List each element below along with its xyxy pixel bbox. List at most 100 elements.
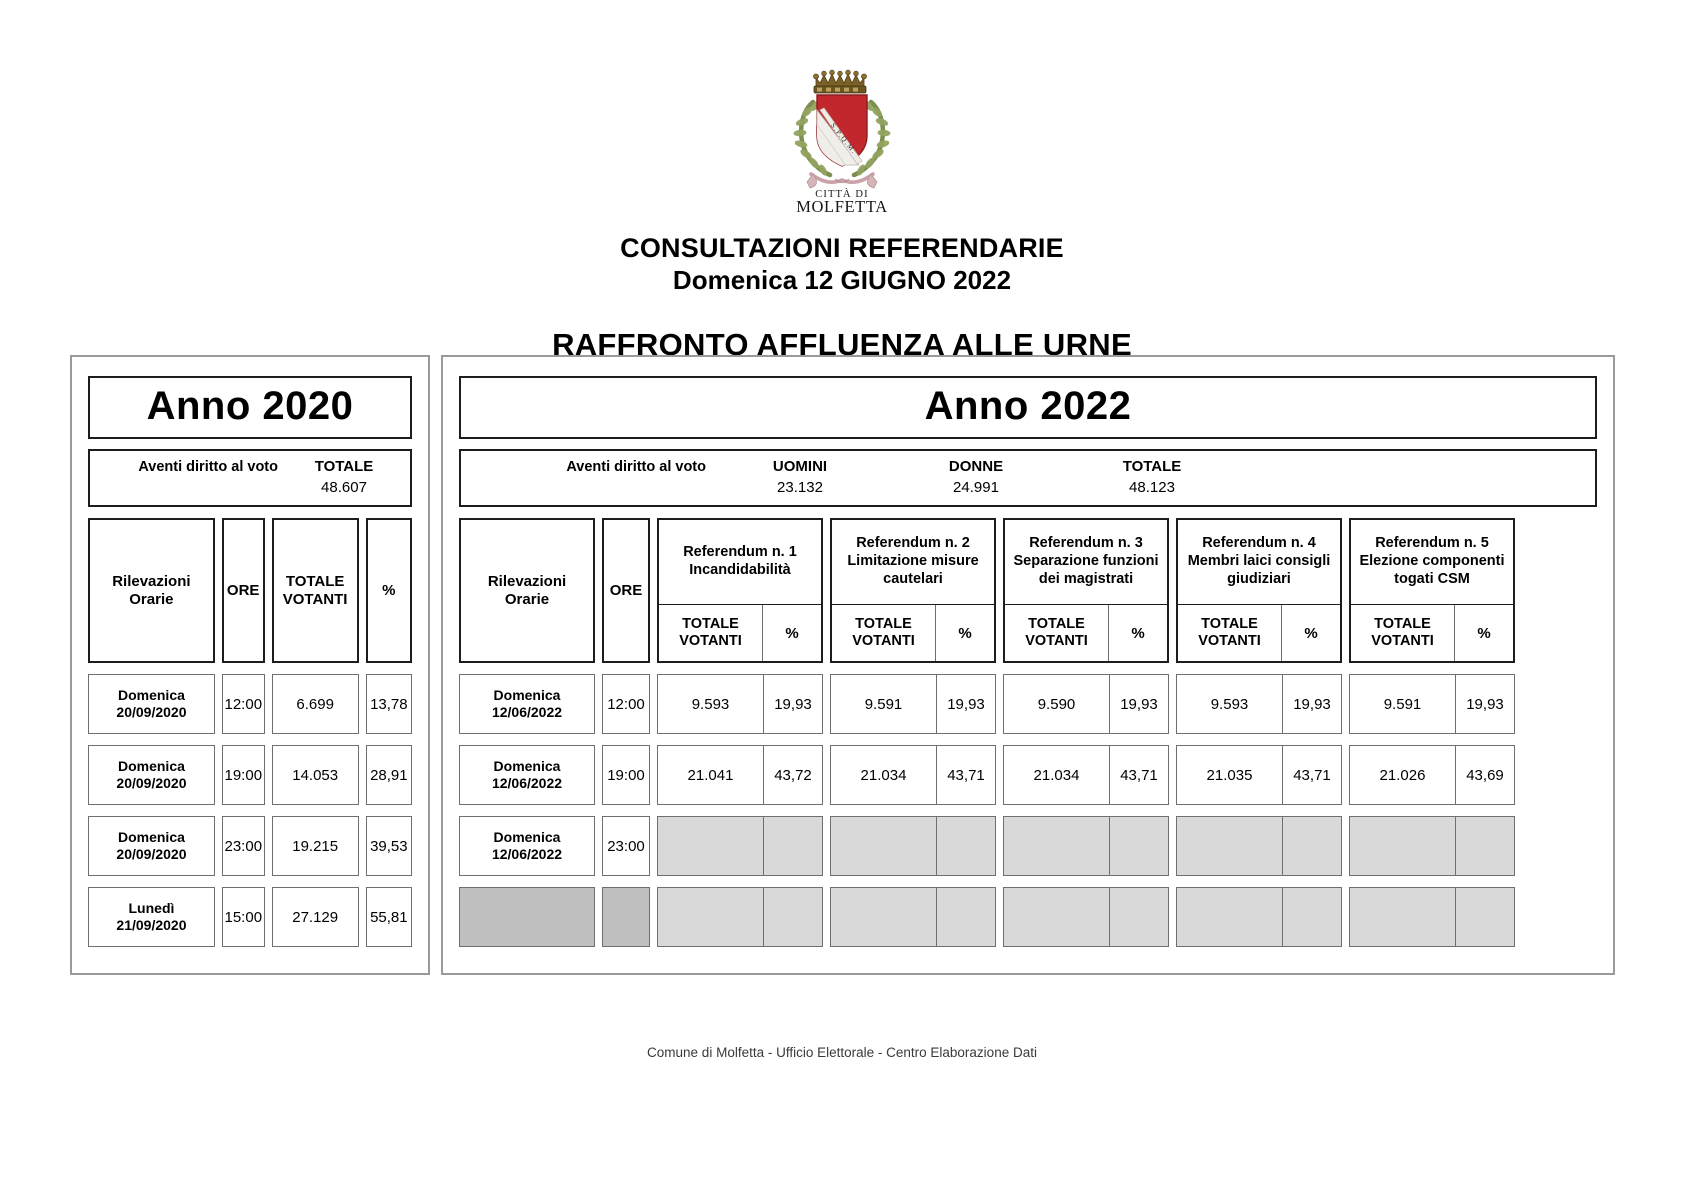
row-date-cell: Domenica 12/06/2022: [459, 674, 595, 734]
header-referendum-2-sub: TOTALE VOTANTI %: [832, 604, 994, 661]
row-referendum-3-cell: 9.590 19,93: [1003, 674, 1169, 734]
table-2022-header-row: Rilevazioni Orarie ORE Referendum n. 1 I…: [459, 518, 1597, 663]
row-day: Domenica: [493, 757, 561, 774]
row-referendum-1-percent: 43,72: [774, 766, 812, 784]
referendum-5-subject: Elezione componenti togati CSM: [1359, 553, 1505, 587]
row-referendum-4-totale: 9.593: [1177, 675, 1283, 733]
row-referendum-1-totale: 21.041: [658, 746, 764, 804]
row-referendum-4-percent: 43,71: [1293, 766, 1331, 784]
panels-container: Anno 2020 Aventi diritto al voto TOTALE …: [70, 355, 1615, 975]
header-rilevazioni-line2: Orarie: [504, 590, 550, 608]
header-referendum-2-percent: %: [958, 624, 972, 642]
row-referendum-3-cell-empty: [1003, 887, 1169, 947]
referendum-3-subject: Separazione funzioni dei magistrati: [1013, 553, 1159, 587]
row-referendum-1-percent: [764, 817, 822, 875]
row-referendum-1-percent: 19,93: [774, 695, 812, 713]
row-date: 20/09/2020: [116, 775, 187, 791]
row-ore-cell: 23:00: [221, 816, 265, 876]
header-referendum-5-title: Referendum n. 5 Elezione componenti toga…: [1351, 520, 1513, 604]
referendum-5-number: Referendum n. 5: [1375, 535, 1489, 552]
row-date: 12/06/2022: [491, 704, 563, 720]
row-referendum-4-percent: [1283, 888, 1341, 946]
row-date: 20/09/2020: [116, 846, 187, 862]
row-referendum-1-totale: [658, 817, 764, 875]
row-referendum-2-totale: 21.034: [831, 746, 937, 804]
header-referendum-3-percent: %: [1131, 624, 1145, 642]
header-referendum-2: Referendum n. 2 Limitazione misure caute…: [830, 518, 996, 663]
row-referendum-2-percent: 19,93: [947, 695, 985, 713]
row-referendum-5-cell: 21.026 43,69: [1349, 745, 1515, 805]
header-referendum-3-totale: TOTALE VOTANTI: [1005, 605, 1109, 661]
panel-anno-2022: Anno 2022 Aventi diritto al voto UOMINI …: [441, 355, 1615, 975]
header-referendum-2-title: Referendum n. 2 Limitazione misure caute…: [832, 520, 994, 604]
row-referendum-4-percent: [1283, 817, 1341, 875]
row-date-cell: Domenica 20/09/2020: [88, 745, 215, 805]
year-banner-2022: Anno 2022: [459, 376, 1597, 439]
row-day: Domenica: [493, 686, 561, 703]
row-referendum-5-cell-empty: [1349, 816, 1515, 876]
row-date-cell: Domenica 20/09/2020: [88, 674, 215, 734]
sub-totale-line1: TOTALE: [855, 615, 912, 632]
row-referendum-1-cell: 9.593 19,93: [657, 674, 823, 734]
row-day: Domenica: [117, 757, 185, 774]
row-percent-cell: 39,53: [365, 816, 412, 876]
row-referendum-3-totale: 9.590: [1004, 675, 1110, 733]
electorate-value-totale: 48.123: [1129, 479, 1175, 496]
row-referendum-2-cell-empty: [830, 887, 996, 947]
title-block: CONSULTAZIONI REFERENDARIE Domenica 12 G…: [0, 232, 1684, 363]
row-ore-cell-shaded: [602, 887, 650, 947]
row-referendum-3-totale: 21.034: [1004, 746, 1110, 804]
sub-totale-line2: VOTANTI: [1198, 633, 1261, 649]
row-referendum-3-percent: [1110, 817, 1168, 875]
row-referendum-1-cell-empty: [657, 887, 823, 947]
header-rilevazioni-orarie-2022: Rilevazioni Orarie: [459, 518, 595, 663]
year-banner-2020: Anno 2020: [88, 376, 412, 439]
row-date-cell-shaded: [459, 887, 595, 947]
row-ore-cell: 12:00: [602, 674, 650, 734]
electorate-value-donne: 24.991: [953, 479, 999, 496]
document-title-line-2: Domenica 12 GIUGNO 2022: [672, 264, 1012, 295]
row-referendum-3-cell: 21.034 43,71: [1003, 745, 1169, 805]
row-date-cell: Lunedì 21/09/2020: [88, 887, 215, 947]
table-row: Domenica 20/09/2020 12:00 6.699 13,78: [88, 674, 412, 734]
header-referendum-3-sub: TOTALE VOTANTI %: [1005, 604, 1167, 661]
referendum-4-number: Referendum n. 4: [1202, 535, 1316, 552]
row-referendum-4-cell-empty: [1176, 887, 1342, 947]
row-percent-cell: 13,78: [365, 674, 412, 734]
header-ore-2020: ORE: [221, 518, 265, 663]
row-day: Domenica: [117, 828, 185, 845]
header-referendum-3: Referendum n. 3 Separazione funzioni dei…: [1003, 518, 1169, 663]
header-rilevazioni-line2: Orarie: [129, 590, 174, 608]
header-referendum-4-totale: TOTALE VOTANTI: [1178, 605, 1282, 661]
row-referendum-2-totale: [831, 888, 937, 946]
row-referendum-5-cell: 9.591 19,93: [1349, 674, 1515, 734]
row-referendum-2-cell-empty: [830, 816, 996, 876]
header-ore-2022: ORE: [602, 518, 650, 663]
row-referendum-1-cell: 21.041 43,72: [657, 745, 823, 805]
row-referendum-2-percent: [937, 888, 995, 946]
table-row: [459, 887, 1597, 947]
header-referendum-1-sub: TOTALE VOTANTI %: [659, 604, 821, 661]
electorate-2020: Aventi diritto al voto TOTALE 48.607: [88, 449, 412, 507]
row-referendum-2-totale: [831, 817, 937, 875]
row-referendum-5-percent: [1456, 817, 1514, 875]
sub-totale-line1: TOTALE: [682, 615, 739, 632]
header-rilevazioni-line1: Rilevazioni: [487, 572, 567, 590]
sub-totale-line2: VOTANTI: [852, 633, 915, 649]
row-referendum-4-cell-empty: [1176, 816, 1342, 876]
row-date: 12/06/2022: [491, 775, 563, 791]
page-header: S.P.Q.M. CITTÀ DI MOLFETTA CONSULTAZIONI…: [0, 0, 1684, 363]
row-referendum-5-totale: 21.026: [1350, 746, 1456, 804]
row-referendum-4-totale: [1177, 817, 1283, 875]
table-row: Domenica 20/09/2020 23:00 19.215 39,53: [88, 816, 412, 876]
header-totale-votanti-2020: TOTALE VOTANTI: [271, 518, 359, 663]
referendum-1-subject: Incandidabilità: [689, 562, 791, 578]
header-referendum-5: Referendum n. 5 Elezione componenti toga…: [1349, 518, 1515, 663]
row-referendum-4-percent: 19,93: [1293, 695, 1331, 713]
header-referendum-5-percent: %: [1477, 624, 1491, 642]
row-percent-cell: 55,81: [365, 887, 412, 947]
row-referendum-2-percent: [937, 817, 995, 875]
header-referendum-5-totale: TOTALE VOTANTI: [1351, 605, 1455, 661]
panel-anno-2020: Anno 2020 Aventi diritto al voto TOTALE …: [70, 355, 430, 975]
crest-caption-line1: CITTÀ DI: [815, 188, 868, 200]
